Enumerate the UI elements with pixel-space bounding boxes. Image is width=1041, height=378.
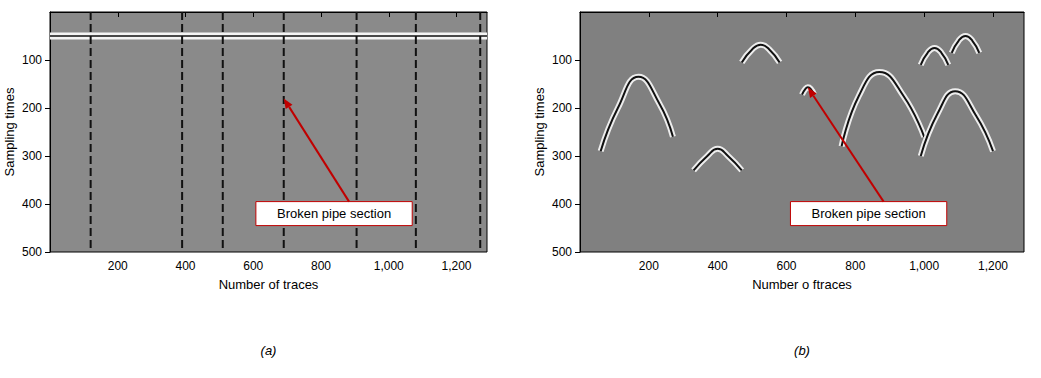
svg-text:1,200: 1,200	[441, 259, 471, 273]
svg-text:600: 600	[243, 259, 263, 273]
svg-text:1,200: 1,200	[978, 259, 1008, 273]
svg-text:400: 400	[708, 259, 728, 273]
svg-text:800: 800	[845, 259, 865, 273]
svg-text:Sampling times: Sampling times	[532, 87, 547, 176]
svg-text:(a): (a)	[261, 343, 277, 358]
svg-text:600: 600	[776, 259, 796, 273]
svg-text:Broken pipe section: Broken pipe section	[812, 206, 926, 221]
svg-text:200: 200	[108, 259, 128, 273]
svg-text:1,000: 1,000	[374, 259, 404, 273]
svg-text:500: 500	[552, 245, 572, 259]
svg-text:100: 100	[22, 53, 42, 67]
svg-text:800: 800	[311, 259, 331, 273]
svg-text:Number of traces: Number of traces	[219, 277, 319, 292]
svg-text:(b): (b)	[794, 343, 810, 358]
svg-text:300: 300	[552, 149, 572, 163]
svg-text:400: 400	[22, 197, 42, 211]
svg-text:200: 200	[552, 101, 572, 115]
svg-text:200: 200	[22, 101, 42, 115]
svg-text:400: 400	[552, 197, 572, 211]
svg-text:300: 300	[22, 149, 42, 163]
svg-text:500: 500	[22, 245, 42, 259]
svg-text:1,000: 1,000	[909, 259, 939, 273]
svg-text:100: 100	[552, 53, 572, 67]
svg-text:400: 400	[175, 259, 195, 273]
svg-text:200: 200	[639, 259, 659, 273]
svg-text:Number o ftraces: Number o ftraces	[752, 277, 852, 292]
svg-text:Sampling times: Sampling times	[2, 87, 17, 176]
svg-text:Broken pipe section: Broken pipe section	[277, 206, 391, 221]
